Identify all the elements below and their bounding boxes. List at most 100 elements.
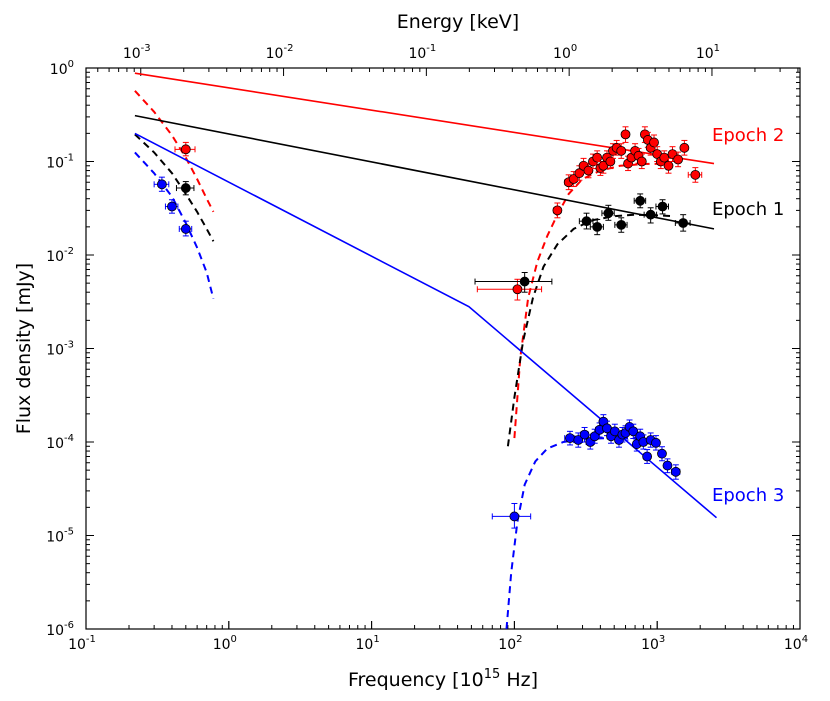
epoch-3-marker <box>509 511 520 522</box>
epoch-3-marker <box>628 426 639 437</box>
epoch-1-xray-model <box>506 213 674 447</box>
epoch-2-marker <box>552 205 563 216</box>
top-axis-title: Energy [keV] <box>397 11 519 33</box>
epoch-2-point <box>592 150 603 166</box>
epoch-1-label: Epoch 1 <box>712 199 784 220</box>
epoch-1-marker <box>657 201 668 212</box>
epoch-1-point <box>614 217 628 233</box>
epoch-3-point <box>573 432 584 448</box>
epoch-2-marker <box>673 154 683 165</box>
epoch-1-marker <box>645 209 656 220</box>
epoch-3-point <box>670 464 681 480</box>
epoch-1-point <box>674 214 691 232</box>
epoch-1-marker <box>678 218 689 228</box>
epoch-3-marker <box>565 433 575 444</box>
epoch-2-powerlaw <box>134 72 715 165</box>
epoch-2-marker <box>583 165 594 176</box>
epoch-2-marker <box>568 174 579 184</box>
epoch-1-point <box>175 181 195 196</box>
top-tick-label: 10-1 <box>408 43 436 62</box>
epoch-1-point <box>601 204 615 221</box>
epoch-1-marker <box>180 183 191 193</box>
epoch-2-marker <box>659 152 670 163</box>
top-tick-label: 10-2 <box>266 43 294 62</box>
epoch-3-marker <box>156 179 167 190</box>
y-tick-label: 10-6 <box>46 620 74 639</box>
x-tick-label: 104 <box>784 634 808 653</box>
epoch-1-point <box>655 199 670 215</box>
epoch-3-point <box>491 502 532 529</box>
epoch-1-point <box>633 193 647 209</box>
epoch-2-point <box>552 202 563 219</box>
epoch-2-point <box>649 134 659 151</box>
epoch-3-uvot-model <box>134 151 215 300</box>
epoch-2-point <box>174 141 196 157</box>
epoch-1-marker <box>635 195 646 206</box>
epoch-3-point <box>164 199 179 214</box>
x-axis-title: Frequency [1015 Hz] <box>348 667 538 691</box>
epoch-2-point <box>605 153 616 170</box>
y-tick-label: 10-1 <box>46 153 74 172</box>
epoch-3-marker <box>167 201 177 212</box>
epoch-2-point <box>616 143 627 159</box>
epoch-2-point <box>663 157 674 174</box>
epoch-2-marker <box>592 152 603 163</box>
epoch-1-point <box>589 218 604 236</box>
axis-ticks <box>85 68 801 630</box>
top-tick-label: 10-3 <box>123 43 151 62</box>
epoch-3-xray-model <box>505 437 651 629</box>
epoch-2-marker <box>598 160 609 171</box>
epoch-2-marker <box>636 156 647 167</box>
epoch-2-marker <box>663 160 674 171</box>
y-tick-label: 10-2 <box>46 246 74 265</box>
epoch-2-point <box>659 150 670 166</box>
epoch-3-marker <box>662 460 673 471</box>
epoch-2-point <box>636 153 647 170</box>
epoch-3-point <box>657 446 667 462</box>
x-tick-label: 101 <box>355 634 379 653</box>
epoch-2-marker <box>690 169 701 180</box>
x-tick-label: 103 <box>641 634 665 653</box>
epoch-1-marker <box>581 216 592 227</box>
epoch-2-marker <box>605 156 616 167</box>
epoch-2-point <box>574 165 585 181</box>
epoch-3-point <box>662 458 673 474</box>
epoch-3-point <box>628 423 639 440</box>
epoch-1-point <box>474 271 553 293</box>
x-tick-label: 10-1 <box>68 634 96 653</box>
axis-labels: 10-1 100 101 102 103 104 10-3 10-2 10-1 100 101 100… <box>13 11 808 691</box>
epoch-1-uvot-model <box>134 133 215 242</box>
x-tick-label: 102 <box>498 634 522 653</box>
epoch-2-marker <box>180 144 191 155</box>
y-tick-label: 10-3 <box>46 340 74 359</box>
epoch-2-point <box>598 157 609 174</box>
epoch-3-label: Epoch 3 <box>712 485 784 506</box>
epoch-2-uvot-model <box>134 90 215 213</box>
top-tick-label: 101 <box>696 43 720 62</box>
epoch-3-marker <box>670 466 681 477</box>
epoch-1-marker <box>616 219 627 230</box>
epoch-3-marker <box>573 435 584 445</box>
epoch-2-label: Epoch 2 <box>712 125 784 146</box>
epoch-3-powerlaw <box>134 132 718 519</box>
epoch-1-marker <box>603 208 614 219</box>
y-tick-label: 10-5 <box>46 527 74 546</box>
x-tick-label: 100 <box>213 634 237 653</box>
epoch-2-point <box>620 126 631 143</box>
epoch-1-marker <box>592 221 603 232</box>
epoch-2-point <box>679 139 690 156</box>
epoch-3-point <box>178 220 193 237</box>
top-tick-label: 100 <box>553 43 577 62</box>
epoch-3-point <box>642 449 653 464</box>
epoch-2-point <box>673 151 683 168</box>
epoch-3-marker <box>657 448 667 459</box>
epoch-3-point <box>651 435 661 451</box>
epoch-1-point <box>643 207 658 224</box>
epoch-3-marker <box>180 224 191 234</box>
epoch-2-marker <box>679 142 690 153</box>
y-tick-label: 100 <box>50 59 74 78</box>
epoch-2-marker <box>620 129 631 140</box>
epoch-3-point <box>153 176 170 192</box>
epoch-1-marker <box>519 276 530 287</box>
